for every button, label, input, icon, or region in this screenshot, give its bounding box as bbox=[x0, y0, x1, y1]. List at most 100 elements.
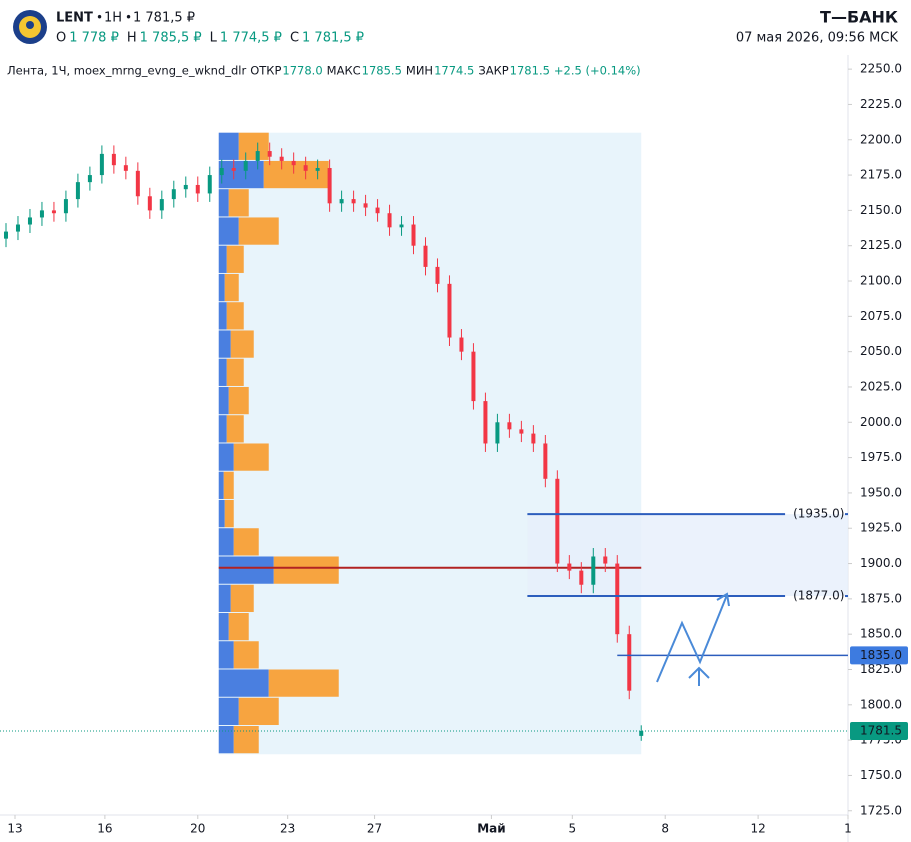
candle-body bbox=[339, 199, 344, 204]
y-tick-label: 2075.0 bbox=[860, 309, 902, 323]
datetime: 07 мая 2026, 09:56 MCK bbox=[736, 31, 899, 46]
marker-box bbox=[850, 646, 908, 665]
y-tick-label: 2250.0 bbox=[860, 62, 902, 76]
y-tick-label: 1950.0 bbox=[860, 485, 902, 499]
profile-up bbox=[218, 584, 231, 612]
profile-up bbox=[218, 471, 224, 499]
candle-body bbox=[399, 224, 404, 228]
profile-down bbox=[224, 499, 234, 528]
sep: • bbox=[125, 11, 132, 25]
profile-up bbox=[218, 358, 227, 386]
profile-down bbox=[268, 669, 339, 697]
candle-body bbox=[567, 563, 572, 571]
interval: 1H bbox=[104, 11, 122, 26]
legend-value: 1778.0 bbox=[282, 64, 322, 78]
y-tick-label: 2225.0 bbox=[860, 97, 902, 111]
candle-body bbox=[471, 351, 476, 402]
y-tick-label: 1750.0 bbox=[860, 768, 902, 782]
candle-body bbox=[615, 563, 620, 635]
last-price-box bbox=[850, 721, 908, 740]
profile-up bbox=[218, 499, 225, 528]
candle-body bbox=[159, 199, 164, 211]
candle-body bbox=[75, 182, 80, 200]
ticker: LENT bbox=[56, 11, 93, 26]
legend-name: Лента, 1Ч, moex_mrng_evng_e_wknd_dlr bbox=[7, 64, 246, 78]
candle-body bbox=[231, 168, 236, 171]
profile-down bbox=[226, 245, 244, 273]
candle-body bbox=[147, 196, 152, 211]
candle-body bbox=[447, 283, 452, 338]
brand: Т—БАНК bbox=[820, 8, 898, 27]
legend-change: +2.5 (+0.14%) bbox=[554, 64, 641, 78]
y-tick-label: 1800.0 bbox=[860, 697, 902, 711]
legend-key: ОТКР bbox=[250, 64, 281, 78]
profile-down bbox=[230, 330, 254, 358]
y-tick-label: 1850.0 bbox=[860, 627, 902, 641]
y-tick-label: 1875.0 bbox=[860, 591, 902, 605]
price: 1 781,5 ₽ bbox=[133, 11, 195, 26]
profile-up bbox=[218, 386, 229, 415]
marker-label: 1835.0 bbox=[860, 648, 902, 662]
profile-up bbox=[218, 612, 229, 641]
profile-up bbox=[218, 217, 239, 245]
y-tick-label: 1725.0 bbox=[860, 803, 902, 817]
y-tick-label: 2125.0 bbox=[860, 238, 902, 252]
candle-body bbox=[387, 213, 392, 228]
y-tick-label: 2100.0 bbox=[860, 274, 902, 288]
legend-value: 1781.5 bbox=[510, 64, 550, 78]
legend-key: МАКС bbox=[327, 64, 361, 78]
candle-body bbox=[543, 443, 548, 479]
y-tick-label: 2175.0 bbox=[860, 168, 902, 182]
profile-up bbox=[218, 415, 227, 443]
candle-body bbox=[483, 401, 488, 444]
profile-down bbox=[226, 415, 244, 443]
y-tick-label: 2150.0 bbox=[860, 203, 902, 217]
candle-body bbox=[27, 217, 32, 225]
profile-down bbox=[224, 273, 239, 302]
candle-body bbox=[183, 184, 188, 190]
y-tick-label: 1825.0 bbox=[860, 662, 902, 676]
candle-body bbox=[207, 175, 212, 194]
candle-body bbox=[87, 175, 92, 183]
candle-body bbox=[555, 478, 560, 564]
candle-body bbox=[243, 160, 248, 171]
profile-up bbox=[218, 132, 239, 160]
candle-body bbox=[435, 266, 440, 284]
sep: • bbox=[96, 11, 103, 25]
y-tick-label: 2050.0 bbox=[860, 344, 902, 358]
ohlc-key: Н bbox=[127, 31, 137, 46]
legend-key: ЗАКР bbox=[478, 64, 508, 78]
profile-down bbox=[228, 612, 249, 641]
candle-body bbox=[363, 203, 368, 208]
profile-up bbox=[218, 189, 229, 217]
candle-body bbox=[219, 168, 224, 176]
candle-body bbox=[15, 224, 20, 232]
candle-body bbox=[603, 556, 608, 564]
candle-body bbox=[579, 570, 584, 585]
ohlc-key: О bbox=[56, 31, 66, 46]
x-tick-label: 5 bbox=[569, 822, 577, 836]
profile-up bbox=[218, 245, 227, 273]
x-tick-label: 1 bbox=[844, 822, 852, 836]
candle-body bbox=[591, 556, 596, 585]
candle-body bbox=[3, 231, 8, 239]
candle-body bbox=[171, 189, 176, 200]
profile-down bbox=[233, 528, 259, 556]
candle-body bbox=[531, 433, 536, 444]
ohlc-key: С bbox=[290, 31, 299, 46]
candle-body bbox=[639, 730, 644, 736]
candle-body bbox=[291, 160, 296, 166]
profile-up bbox=[218, 528, 234, 556]
candle-body bbox=[279, 156, 284, 161]
profile-down bbox=[226, 358, 244, 386]
profile-up bbox=[218, 697, 239, 726]
last-price-label: 1781.5 bbox=[860, 723, 902, 737]
profile-down bbox=[223, 471, 234, 499]
y-tick-label: 1925.0 bbox=[860, 521, 902, 535]
candle-body bbox=[267, 151, 272, 157]
profile-up bbox=[218, 160, 264, 189]
profile-down bbox=[238, 132, 269, 160]
arrow-head bbox=[716, 592, 730, 607]
candle-body bbox=[195, 184, 200, 194]
